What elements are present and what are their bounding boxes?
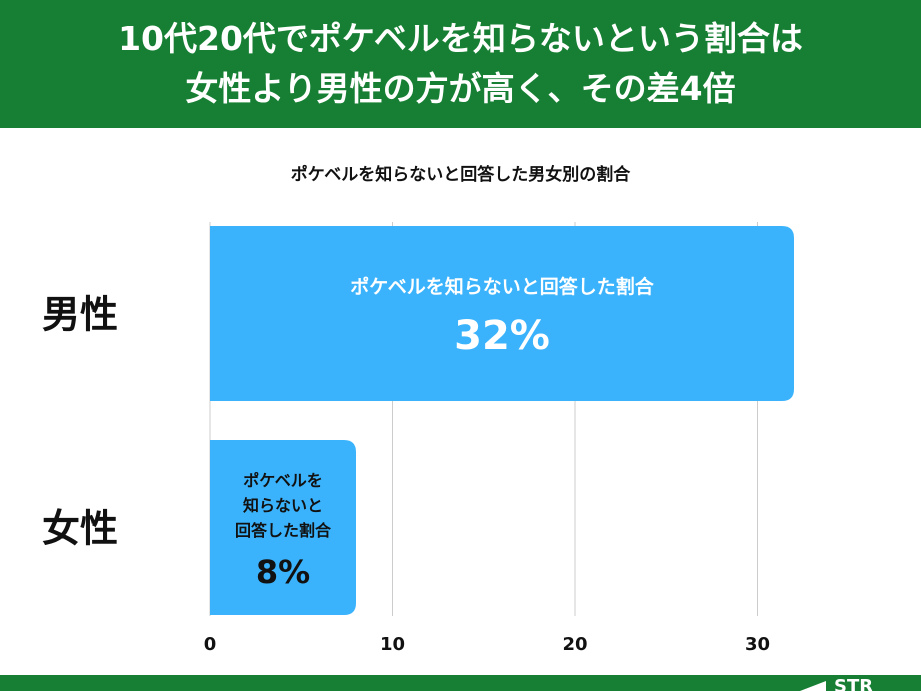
category-label: 女性 — [42, 507, 118, 551]
chart-title: ポケベルを知らないと回答した男女別の割合 — [290, 165, 631, 185]
bar-value-label: 32% — [454, 313, 550, 359]
bar — [210, 440, 356, 615]
brand-logo: STR — [800, 679, 920, 691]
x-tick-label: 20 — [562, 634, 587, 655]
category-label: 男性 — [42, 293, 118, 337]
bar — [210, 226, 794, 401]
header-banner: 10代20代でポケベルを知らないという割合は 女性より男性の方が高く、その差4倍 — [0, 0, 921, 128]
bar-label: ポケベルを — [243, 471, 323, 490]
brand-mark-icon — [800, 681, 826, 691]
bar-value-label: 8% — [256, 553, 310, 591]
x-tick-label: 30 — [745, 634, 770, 655]
brand-text: STR — [834, 679, 874, 691]
headline-line-2: 女性より男性の方が高く、その差4倍 — [185, 69, 736, 108]
footer-bar — [0, 675, 921, 691]
headline-line-1: 10代20代でポケベルを知らないという割合は — [118, 19, 803, 58]
x-tick-label: 0 — [204, 634, 217, 655]
bar-label: 回答した割合 — [235, 521, 332, 540]
x-tick-label: 10 — [380, 634, 405, 655]
bar-label: 知らないと — [243, 496, 323, 515]
bar-label: ポケベルを知らないと回答した割合 — [350, 275, 654, 298]
